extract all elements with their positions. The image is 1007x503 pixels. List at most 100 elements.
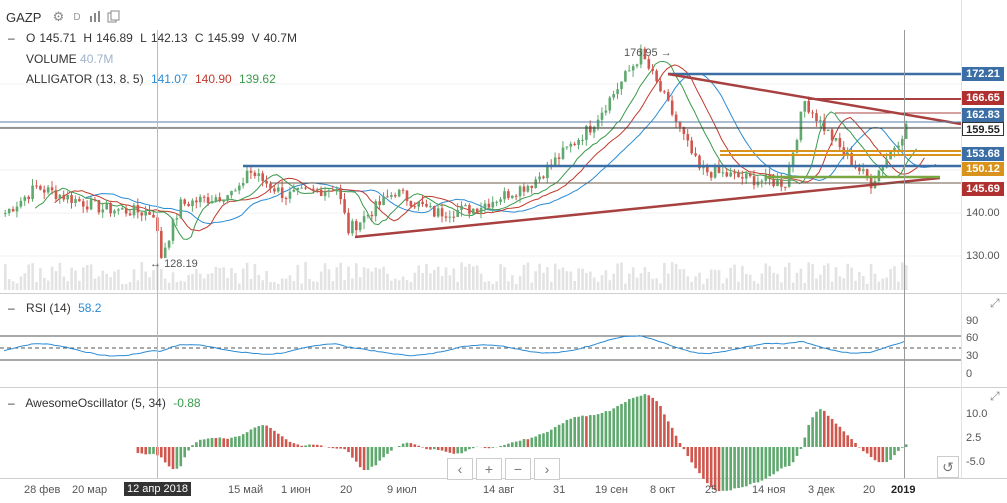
ao-bar [557,424,561,447]
copy-icon[interactable] [107,10,121,24]
time-label: 20 мар [72,484,108,496]
reset-chart-button[interactable]: ↺ [937,456,959,478]
volume-bar [331,281,335,290]
ao-bar [823,410,826,447]
candle-body [655,70,658,82]
ao-legend[interactable]: – AwesomeOscillator (5, 34) -0.88 [8,396,201,410]
candle-body [713,166,717,178]
candle-body [507,191,510,198]
ao-bar [596,414,600,447]
candle-body [639,48,643,65]
candle-body [464,205,467,207]
collapse-icon[interactable]: – [8,301,15,315]
ao-bar [499,445,502,447]
volume-bar [316,281,319,290]
alligator-legend[interactable]: ALLIGATOR (13, 8, 5) 141.07 140.90 139.6… [26,72,276,86]
candle-body [452,216,456,218]
ao-bar [748,447,752,485]
ao-bar [885,447,888,463]
ao-bar [604,411,608,447]
candle-body [152,214,155,218]
volume-bar [674,263,678,290]
volume-bar [195,269,198,290]
candle-body [261,173,264,181]
ao-bar [612,408,615,447]
candle-body [405,190,409,201]
volume-bar [811,264,814,290]
volume-bar [23,273,27,290]
candle-body [323,191,327,196]
ao-bar [304,445,307,447]
candle-body [46,187,50,193]
volume-bar [97,276,101,290]
expand-icon[interactable]: ⤢ [990,296,1000,310]
volume-bar [893,266,896,290]
candle-body [355,221,358,231]
volume-bar [452,268,456,290]
collapse-icon[interactable]: – [8,396,15,410]
volume-bar [639,273,643,290]
candle-body [347,212,350,234]
candle-body [210,201,214,204]
price-tick-130: 130.00 [966,250,1000,262]
ao-bar [464,447,467,452]
volume-bar [425,263,428,290]
ao-bar [390,447,393,451]
ao-bar [768,447,771,477]
volume-bar [628,273,631,290]
candle-body [628,70,631,72]
ao-bar [869,447,873,458]
scroll-left-button[interactable]: ‹ [447,458,473,480]
ao-bar [530,437,534,447]
volume-legend[interactable]: VOLUME 40.7M [26,52,114,66]
price-tag: 166.65 [962,91,1004,106]
candle-body [733,172,736,174]
ao-bar [440,447,444,451]
candle-body [456,209,459,218]
candle-body [795,140,799,153]
expand-icon[interactable]: ⤢ [990,389,1000,403]
volume-bar [304,262,307,290]
ao-bar [327,447,331,448]
volume-bar [366,268,370,290]
volume-bar [604,270,608,290]
bar-chart-icon[interactable] [89,10,103,24]
ao-bar [865,447,869,454]
rsi-legend[interactable]: – RSI (14) 58.2 [8,301,102,315]
scroll-right-button[interactable]: › [534,458,560,480]
ao-bar [160,447,163,458]
gear-icon[interactable]: ⚙ [52,9,65,24]
candle-body [89,199,93,210]
volume-bar [35,282,38,290]
ao-bar [175,447,179,469]
candle-body [304,187,307,189]
candle-body [386,196,389,198]
candle-body [865,169,869,178]
collapse-icon[interactable]: – [8,31,15,45]
zoom-in-button[interactable]: + [476,458,502,480]
ao-bar [199,439,202,447]
candle-body [569,143,573,147]
ao-tick-2.5: 2.5 [966,432,982,444]
volume-bar [160,269,163,290]
interval-label[interactable]: D [73,11,81,23]
volume-bar [483,281,487,290]
ao-bar [253,427,257,447]
candle-body [752,176,756,186]
volume-bar [495,281,498,290]
ao-bar [721,447,725,491]
ohlc-line: – O 145.71 H 146.89 L 142.13 C 145.99 V 40.7M [8,31,297,45]
candle-body [799,111,803,141]
ao-bar [148,447,151,455]
volume-bar [444,267,448,290]
volume-bar [218,267,222,290]
ao-bar [897,447,900,451]
ao-bar [854,442,857,447]
zoom-out-button[interactable]: − [505,458,531,480]
ticker-symbol[interactable]: GAZP [6,9,42,25]
ao-bar [382,447,385,458]
volume-bar [409,281,413,290]
ao-bar [682,447,686,450]
candle-body [729,172,732,177]
